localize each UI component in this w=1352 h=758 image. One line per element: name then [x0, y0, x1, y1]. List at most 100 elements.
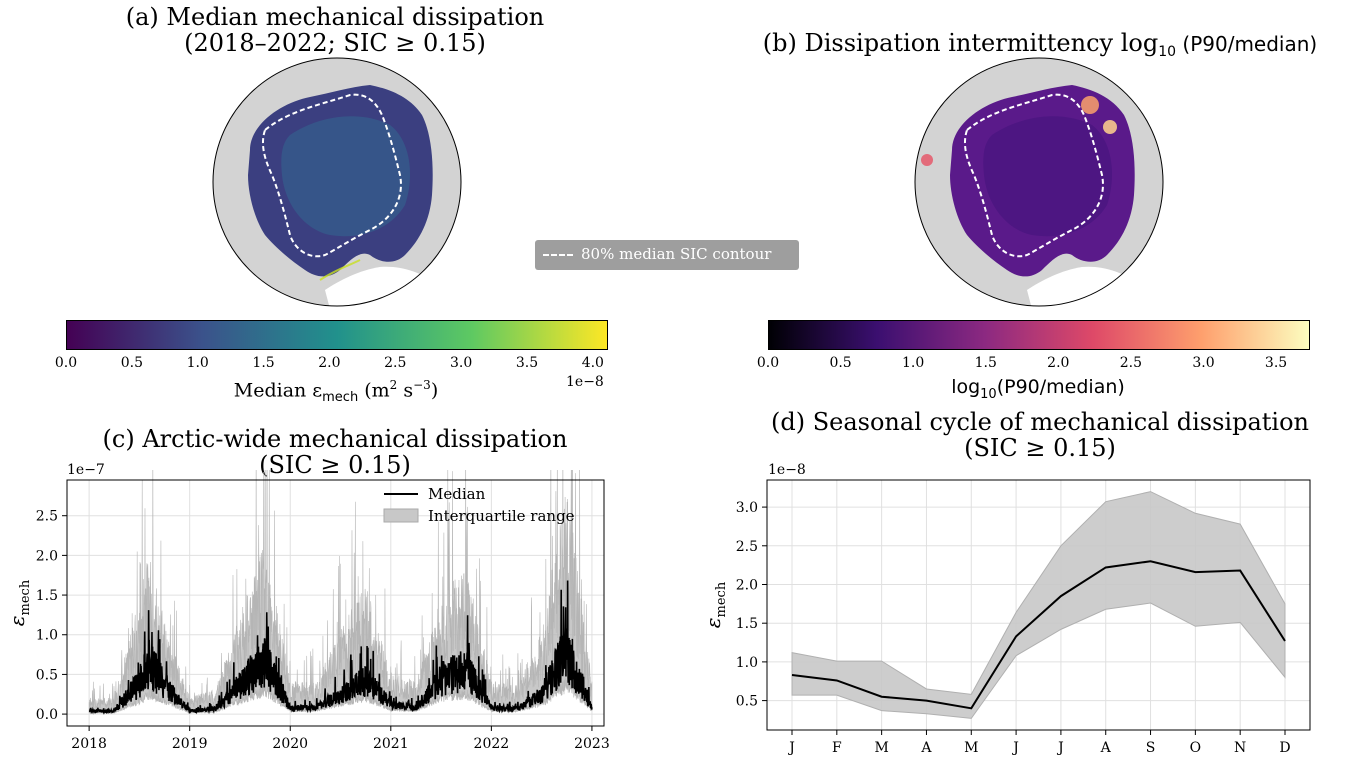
y-tick-label: 3.0: [736, 500, 758, 516]
legend-label: 80% median SIC contour: [581, 245, 772, 263]
ice-field-b-inner: [983, 116, 1112, 237]
panel-b-title-sub: 10: [1158, 44, 1177, 60]
colorbar-tick-label: 1.5: [252, 355, 275, 371]
panel-c-title-line1: (c) Arctic-wide mechanical dissipation: [102, 425, 568, 453]
x-tick-label: 2018: [71, 736, 107, 752]
x-tick-label: O: [1190, 740, 1201, 756]
panel-a-title-line2: (2018–2022; SIC ≥ 0.15): [184, 29, 486, 57]
x-tick-label: F: [832, 740, 842, 756]
iqr-band: [791, 491, 1286, 719]
colorbar-tick-label: 4.0: [581, 355, 604, 371]
map-panel-a: [212, 57, 462, 307]
high-dissipation-edge-a: [319, 259, 361, 281]
y-tick-label: 0.5: [36, 667, 58, 683]
cb-b-label-text: log: [951, 376, 981, 398]
x-tick-label: 2020: [272, 736, 308, 752]
cb-b-label-tail: (P90/median): [996, 376, 1125, 398]
x-tick-label: D: [1279, 740, 1290, 756]
panel-a-title: (a) Median mechanical dissipation (2018–…: [60, 4, 610, 56]
cb-a-label-units: (m: [358, 379, 390, 402]
chart-panel-d: J F M A M J J A S O N D 0.5 1.0 1.5 2.0 2.5 3.0 εmech: [701, 479, 1311, 756]
x-tick-label: S: [1146, 740, 1156, 756]
colorbar-tick-label: 3.5: [515, 355, 539, 371]
legend-dash-swatch: [543, 254, 573, 256]
high-intermittency-a: [1081, 96, 1099, 114]
colorbar-b-label: log10(P90/median): [768, 376, 1308, 402]
colorbar-tick-label: 1.0: [186, 355, 209, 371]
x-tick-label: A: [1100, 740, 1112, 756]
panel-d-exponent: 1e−8: [768, 462, 806, 478]
x-tick-label: 2021: [373, 736, 409, 752]
colorbar-tick-label: 3.0: [1192, 355, 1215, 371]
sic-contour-a: [262, 93, 402, 258]
median-line: [88, 580, 593, 715]
colorbar-tick-label: 0.5: [120, 355, 143, 371]
panel-d-title-line1: (d) Seasonal cycle of mechanical dissipa…: [770, 408, 1310, 436]
colorbar-a-label: Median εmech (m2 s−3): [233, 378, 439, 406]
colorbar-tick-label: 2.5: [384, 355, 407, 371]
legend-iqr-label: Interquartile range: [428, 507, 575, 525]
cb-a-label-text: Median ε: [233, 379, 323, 402]
colorbar-tick-label: 2.5: [1119, 355, 1143, 371]
panel-b-title-sub-wrap: 10 (P90/median): [1158, 32, 1318, 60]
x-tick-label: M: [874, 740, 888, 756]
colorbar-a-exponent: 1e−8: [566, 374, 604, 390]
panel-d-title: (d) Seasonal cycle of mechanical dissipa…: [750, 409, 1330, 461]
y-tick-label: 2.0: [36, 548, 58, 564]
panel-c-title: (c) Arctic-wide mechanical dissipation (…: [40, 426, 630, 478]
colorbar-tick-label: 3.0: [449, 355, 473, 371]
y-axis-label: εmech: [701, 581, 729, 628]
high-intermittency-b: [1103, 120, 1117, 134]
x-tick-label: 2019: [172, 736, 208, 752]
sic-contour-legend: 80% median SIC contour: [535, 240, 799, 270]
map-panel-b: [914, 57, 1164, 307]
y-axis-label-sub: mech: [714, 581, 729, 617]
colorbar-tick-label: 1.0: [902, 355, 925, 371]
colorbar-tick-label: 3.5: [1264, 355, 1288, 371]
y-tick-label: 1.0: [36, 628, 58, 644]
x-tick-label: A: [920, 740, 932, 756]
panel-c-title-line2: (SIC ≥ 0.15): [259, 451, 411, 479]
x-tick-label: J: [787, 740, 795, 756]
panel-d-title-line2: (SIC ≥ 0.15): [964, 434, 1116, 462]
sic-contour-b: [964, 93, 1104, 258]
x-tick-label: J: [1056, 740, 1064, 756]
y-tick-label: 2.5: [736, 539, 758, 555]
x-tick-label: N: [1234, 740, 1246, 756]
chart-panel-c: 2018 2019 2020 2021 2022 2023 0.0 0.5 1.0 1.5 2.0 2…: [5, 470, 610, 752]
median-line: [791, 560, 1286, 710]
high-intermittency-c: [921, 154, 933, 166]
y-axis-label-sub: mech: [18, 579, 33, 615]
y-tick-label: 1.0: [736, 655, 758, 671]
y-tick-label: 1.5: [736, 616, 758, 632]
colorbar-tick-label: 1.5: [974, 355, 997, 371]
cb-b-label-sub: 10: [980, 386, 997, 402]
colorbar-tick-label: 0.0: [756, 355, 780, 371]
colorbar-tick-label: 0.5: [829, 355, 852, 371]
panel-b-title-main: (b) Dissipation intermittency log: [762, 29, 1159, 57]
axes-frame: [66, 479, 605, 727]
y-axis-label: εmech: [5, 579, 33, 626]
x-tick-label: M: [964, 740, 978, 756]
colorbar-tick-label: 0.0: [54, 355, 78, 371]
ice-field-a-inner: [281, 116, 410, 237]
panel-b-title: (b) Dissipation intermittency log10 (P90…: [730, 30, 1350, 65]
axes-frame: [766, 479, 1311, 731]
y-tick-label: 1.5: [36, 588, 58, 604]
colorbar-b: [768, 320, 1310, 350]
cb-a-label-units2: s: [397, 379, 414, 402]
colorbar-tick-label: 2.0: [1047, 355, 1070, 371]
colorbar-a: [66, 320, 608, 350]
y-tick-label: 0.5: [736, 694, 758, 710]
y-tick-label: 2.0: [736, 577, 758, 593]
cb-a-label-sub: mech: [322, 390, 359, 406]
colorbar-tick-label: 2.0: [318, 355, 341, 371]
panel-a-title-line1: (a) Median mechanical dissipation: [125, 3, 545, 31]
legend-iqr-swatch: [383, 508, 419, 523]
panel-c-exponent: 1e−7: [67, 462, 105, 478]
panel-b-title-tail: (P90/median): [1182, 32, 1318, 56]
x-tick-label: J: [1011, 740, 1019, 756]
y-tick-label: 0.0: [36, 707, 58, 723]
iqr-band: [88, 470, 593, 714]
x-tick-label: 2022: [474, 736, 510, 752]
